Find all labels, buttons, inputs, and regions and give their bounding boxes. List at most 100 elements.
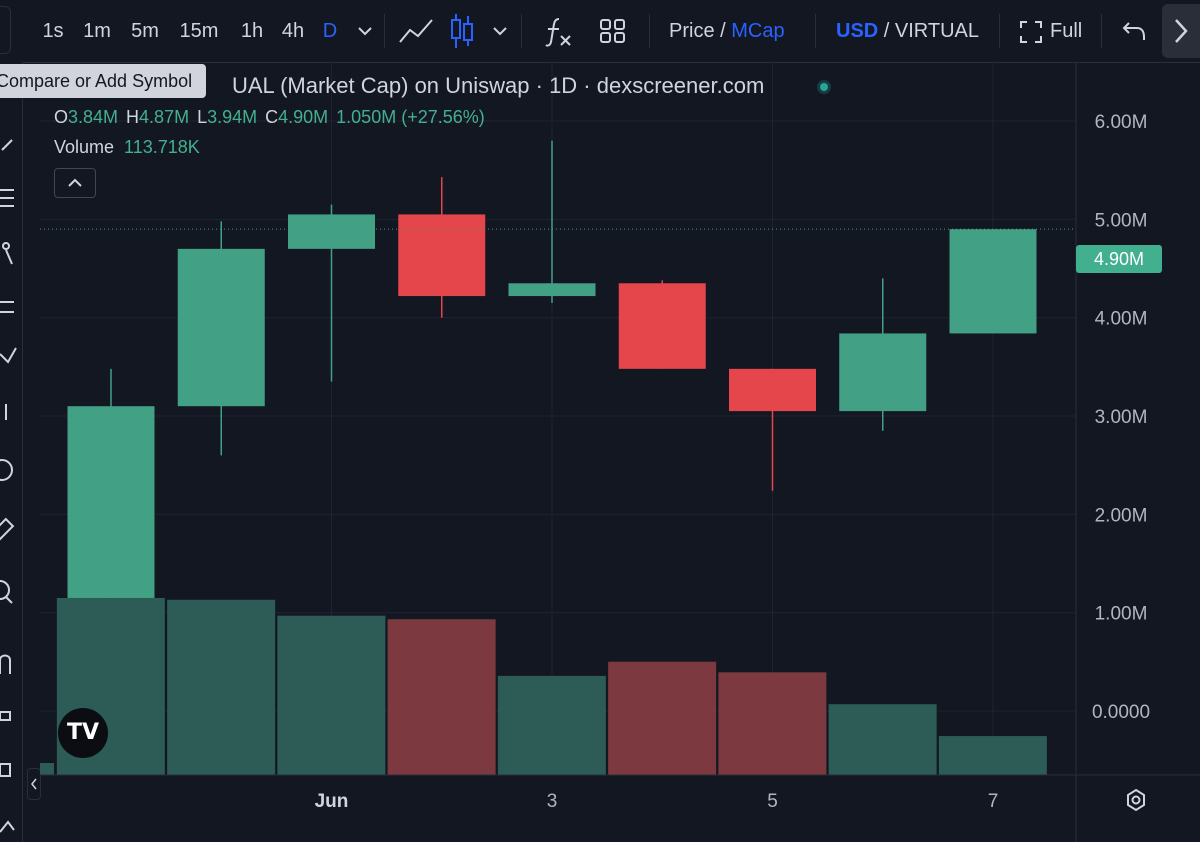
candle-body [839, 333, 927, 412]
candle-body [508, 283, 596, 297]
fullscreen-icon[interactable] [1019, 20, 1043, 44]
ruler-tool-icon[interactable] [0, 517, 15, 541]
candle-body [729, 368, 816, 412]
volume-bar [718, 672, 827, 775]
open-value: 3.84M [68, 107, 119, 127]
high-key: H [126, 107, 140, 127]
interval-4h[interactable]: 4h [281, 20, 305, 42]
interval-15m[interactable]: 15m [179, 20, 219, 42]
candle-body [288, 214, 375, 249]
mcap-label: MCap [731, 20, 785, 42]
toolbar-divider [649, 14, 650, 48]
full-label[interactable]: Full [1050, 20, 1083, 42]
line-chart-icon[interactable] [398, 16, 434, 46]
trash-tool-icon[interactable] [0, 820, 15, 833]
x-tick-label: Jun [315, 791, 349, 812]
interval-1h[interactable]: 1h [240, 20, 264, 42]
indicators-fx-icon[interactable] [543, 16, 573, 48]
forecast-tool-icon[interactable] [0, 301, 14, 313]
volume-value: 113.718K [124, 137, 200, 157]
visibility-tool-icon[interactable] [0, 763, 11, 777]
symbol-search-button[interactable] [0, 6, 11, 54]
emoji-tool-icon[interactable] [0, 459, 13, 481]
interval-d[interactable]: D [322, 20, 338, 42]
candles [67, 140, 1037, 598]
price-label: Price [669, 20, 715, 42]
low-value: 3.94M [207, 107, 258, 127]
candle-body [949, 229, 1037, 334]
price-mcap-toggle[interactable]: Price / MCap [669, 14, 785, 48]
toolbar-divider [999, 14, 1000, 48]
toolbar-divider [521, 14, 522, 48]
y-tick-label: 3.00M [1095, 407, 1148, 428]
x-axis[interactable]: Jun 3 5 7 [315, 791, 999, 812]
y-axis[interactable]: 6.00M 5.00M 4.00M 3.00M 2.00M 1.00M 0.0000 [1092, 112, 1150, 723]
toggle-separator: / [714, 20, 732, 42]
volume-bar [277, 615, 386, 775]
fib-tool-icon[interactable] [0, 189, 14, 207]
low-key: L [197, 107, 208, 127]
candles-icon[interactable] [448, 12, 476, 50]
volume-bar [938, 736, 1047, 775]
virtual-label: VIRTUAL [894, 20, 980, 42]
magnet-tool-icon[interactable] [0, 654, 11, 675]
collapse-toolbar-button[interactable] [27, 768, 41, 800]
volume-bar [387, 619, 496, 775]
volume-bar-partial [40, 763, 54, 775]
y-tick-label: 4.00M [1095, 309, 1148, 330]
close-value: 4.90M [278, 107, 329, 127]
interval-1s[interactable]: 1s [42, 20, 64, 42]
scroll-right-button[interactable] [1162, 4, 1200, 58]
current-price-label: 4.90M [1076, 245, 1162, 273]
collapse-legend-button[interactable] [54, 168, 96, 198]
interval-1m[interactable]: 1m [83, 20, 111, 42]
volume-key: Volume [54, 137, 115, 157]
volume-bar [497, 675, 606, 775]
y-tick-label: 0.0000 [1092, 702, 1150, 723]
logo-text: TV [66, 720, 100, 745]
interval-5m[interactable]: 5m [131, 20, 159, 42]
toolbar-divider [384, 14, 385, 48]
chevron-up-icon [68, 178, 82, 187]
y-tick-label: 5.00M [1095, 210, 1148, 231]
candle-body [618, 283, 706, 369]
y-tick-label: 2.00M [1095, 505, 1148, 526]
open-key: O [54, 107, 69, 127]
volume-bar [167, 599, 276, 775]
zoom-tool-icon[interactable] [0, 580, 13, 604]
lock-tool-icon[interactable] [0, 711, 11, 721]
compare-symbol-tooltip: Compare or Add Symbol [0, 64, 207, 98]
candle-body [398, 214, 486, 297]
layout-grid-icon[interactable] [599, 18, 627, 44]
y-tick-label: 6.00M [1095, 112, 1148, 133]
candle-body [177, 248, 265, 407]
toolbar-divider [815, 14, 816, 48]
candle-body [67, 406, 155, 598]
chevron-right-icon [1175, 19, 1188, 43]
market-status-dot [817, 80, 831, 94]
drawing-tools-icons [0, 139, 17, 833]
x-tick-label: 5 [767, 791, 778, 812]
brush-tool-icon[interactable] [0, 347, 17, 364]
top-toolbar: 1s 1m 5m 15m 1h 4h D Price / MCap USD / … [0, 0, 1200, 63]
chevron-down-icon[interactable] [492, 24, 508, 38]
chevron-left-icon [31, 778, 37, 790]
close-key: C [265, 107, 279, 127]
toggle-separator: / [878, 20, 895, 42]
trendline-tool-icon[interactable] [1, 139, 13, 151]
change-value: 1.050M (+27.56%) [336, 107, 485, 127]
drawing-toolbar [0, 62, 23, 842]
volume-bars [40, 598, 1047, 775]
usd-label: USD [836, 20, 879, 42]
volume-legend: Volume 113.718K [54, 137, 200, 158]
x-tick-label: 7 [988, 791, 999, 812]
currency-toggle[interactable]: USD / VIRTUAL [836, 14, 979, 48]
chevron-down-icon[interactable] [357, 24, 373, 38]
gear-icon[interactable] [1124, 788, 1148, 812]
pattern-tool-icon[interactable] [2, 242, 13, 265]
tradingview-logo[interactable]: TV [58, 708, 108, 758]
volume-bar [608, 661, 717, 775]
undo-icon[interactable] [1121, 20, 1147, 42]
toolbar-divider [1101, 14, 1102, 48]
